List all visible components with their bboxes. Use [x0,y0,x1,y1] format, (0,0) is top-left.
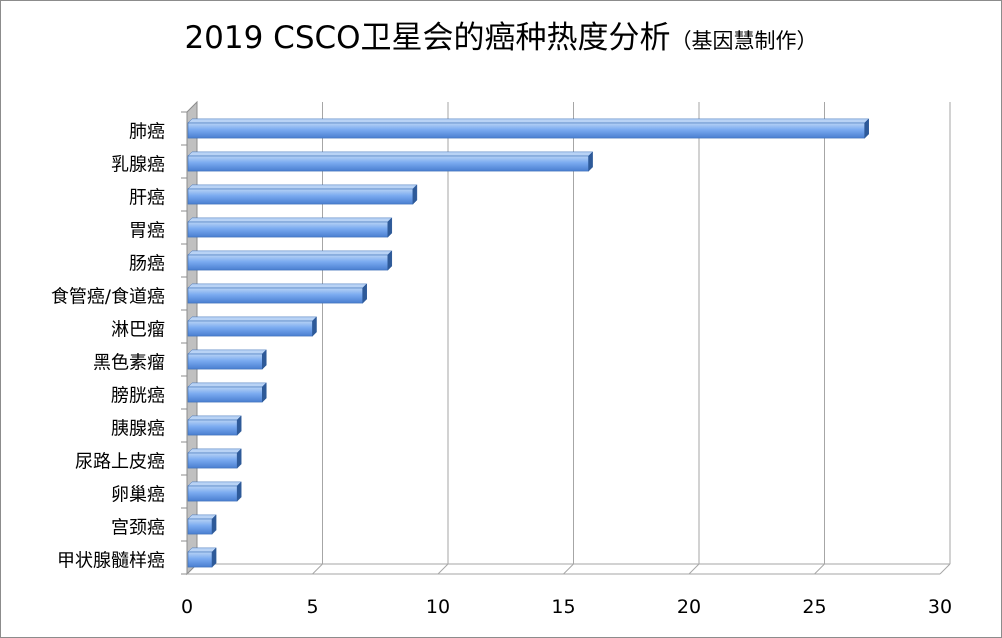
bar-top [187,514,217,520]
grid-depth-line [563,563,574,575]
x-tick-label: 5 [306,596,318,618]
bar-cap [864,118,869,139]
bar-cap [387,217,393,238]
x-tick-label: 15 [551,596,575,618]
bar-cap [312,316,317,337]
bar-top [187,349,267,355]
category-label: 淋巴瘤 [111,320,165,341]
chart-title-sub: （基因慧制作） [670,29,818,53]
category-label: 尿路上皮癌 [75,452,165,473]
grid-layer [181,100,951,576]
axis-wall [186,100,198,576]
bar-cap [236,415,242,436]
bar-cap [236,448,242,469]
grid-depth-line [312,563,323,575]
grid-depth-line [814,563,825,575]
category-label: 膀胱癌 [111,386,165,407]
bar-front [187,452,238,469]
category-label: 食管癌/食道癌 [51,287,165,308]
bar [187,118,870,139]
bar-cap [362,283,367,304]
bar-layer [187,118,870,568]
bar-top [187,382,267,388]
bar-cap [412,184,418,205]
bar-top [187,415,242,421]
bar-top [187,184,418,190]
bar [187,481,242,502]
bar [187,250,393,271]
bar-front [187,419,238,436]
chart-title-main: 2019 CSCO卫星会的癌种热度分析 [184,20,671,56]
category-label: 胃癌 [129,221,165,242]
grid-depth-line [437,563,449,575]
bar [187,151,594,172]
bar-front [187,485,238,502]
category-label: 甲状腺髓样癌 [57,551,165,572]
bar-top [187,283,368,289]
bar-front [187,518,213,535]
category-label: 肺癌 [129,122,165,143]
bar-cap [387,250,393,271]
x-tick-label: 0 [181,596,193,618]
bar-front [187,188,414,205]
bar-top [187,118,870,124]
bar-cap [262,349,267,370]
bar-top [187,547,217,553]
bar [187,547,217,568]
bar [187,415,242,436]
bar [187,283,368,304]
bar-front [187,221,389,238]
bar [187,184,418,205]
chart-title: 2019 CSCO卫星会的癌种热度分析（基因慧制作） [0,12,1002,57]
bar-cap [211,547,217,568]
category-label: 黑色素瘤 [93,353,165,374]
bar-top [187,481,242,487]
bar [187,217,393,238]
grid-depth-line [939,563,951,575]
category-label: 肝癌 [129,188,165,209]
bar [187,514,217,535]
x-tick-label: 20 [677,596,701,618]
category-label: 卵巢癌 [111,485,165,506]
bar-front [187,551,213,568]
bar-top [187,316,318,322]
bar-front [187,386,263,403]
bar-front [187,320,313,337]
category-label: 宫颈癌 [111,518,165,539]
bar [187,448,242,469]
bar-cap [236,481,242,502]
bar-top [187,217,393,223]
bar-front [187,254,389,271]
bar-front [187,122,866,139]
bar-top [187,448,242,454]
bar [187,316,318,337]
category-label: 乳腺癌 [111,155,165,176]
bar-cap [211,514,217,535]
bar-front [187,353,263,370]
grid-depth-line [688,563,700,575]
category-label: 肠癌 [129,254,165,275]
bar-cap [262,382,267,403]
bar-cap [588,151,593,172]
bar-top [187,151,594,157]
bar-top [187,250,393,256]
category-label: 胰腺癌 [111,419,165,440]
label-layer: 0 5 10 15 20 25 30 肺癌乳腺癌肝癌胃癌肠癌食管癌/食道癌淋巴瘤黑色素瘤膀胱癌… [51,122,952,619]
x-tick-label: 25 [802,596,826,618]
bar [187,349,267,370]
x-tick-label: 10 [426,596,450,618]
bar [187,382,267,403]
bar-front [187,155,589,172]
x-tick-label: 30 [928,596,952,618]
bar-front [187,287,363,304]
